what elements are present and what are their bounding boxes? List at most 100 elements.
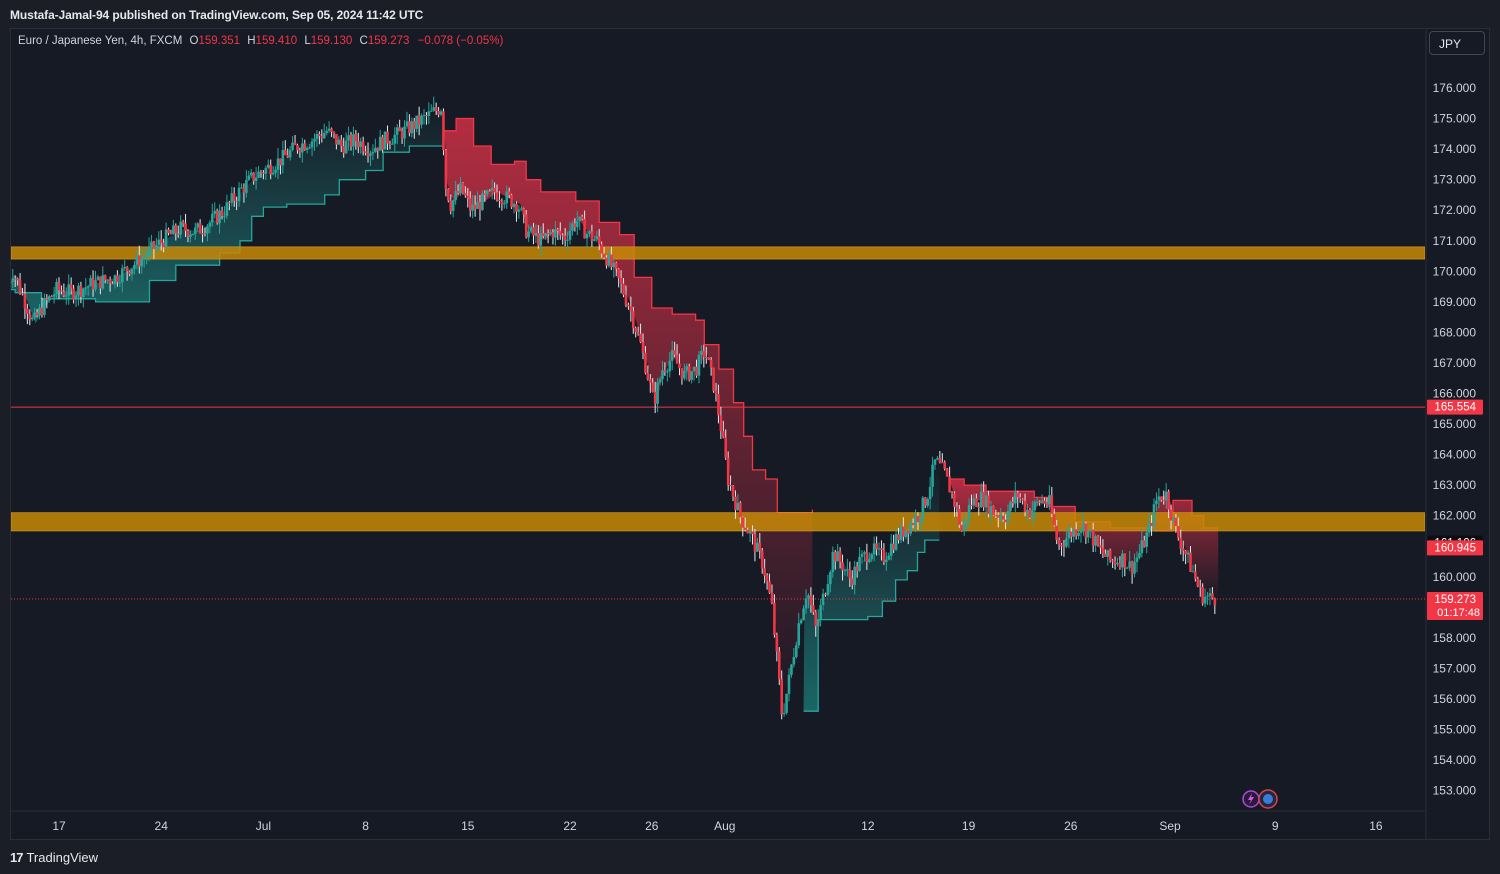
candle-body <box>425 115 428 117</box>
candle <box>471 195 474 219</box>
candle-body <box>610 254 613 268</box>
candle-body <box>147 247 151 256</box>
candle <box>67 274 71 305</box>
candle <box>388 140 392 150</box>
candle-body <box>301 143 304 153</box>
candle <box>1164 483 1168 509</box>
candle-body <box>614 262 618 269</box>
candle-body <box>775 634 779 652</box>
candle <box>539 226 543 257</box>
candle-body <box>911 523 915 526</box>
candle <box>962 512 966 536</box>
candle <box>751 525 754 545</box>
candle <box>381 134 384 153</box>
candle-body <box>585 233 589 239</box>
candle <box>94 270 97 292</box>
upper-resistance-zone[interactable] <box>11 246 1425 260</box>
candle-body <box>257 171 260 178</box>
candle-body <box>537 232 540 246</box>
candle-body <box>631 311 635 329</box>
candle <box>782 703 786 717</box>
candle-body <box>196 223 199 228</box>
candle-body <box>378 136 382 151</box>
candle <box>459 176 462 196</box>
symbol-name[interactable]: Euro / Japanese Yen, 4h, FXCM <box>18 35 183 47</box>
candle-body <box>712 367 715 391</box>
candle-body <box>349 135 353 147</box>
candle <box>585 230 589 249</box>
candle-body <box>634 328 637 333</box>
candle-body <box>1082 523 1085 530</box>
lower-support-zone[interactable] <box>11 512 1425 532</box>
candle-body <box>266 164 270 168</box>
candle <box>296 143 299 154</box>
candle <box>1191 564 1195 573</box>
candle <box>670 341 674 371</box>
candle <box>568 222 572 245</box>
candle <box>675 344 679 364</box>
candle <box>1157 488 1161 509</box>
candle-body <box>556 229 560 231</box>
candle-body <box>481 193 484 211</box>
candle <box>103 274 107 284</box>
candle-body <box>919 517 922 523</box>
candle-body <box>471 204 474 211</box>
candle-body <box>1079 529 1083 533</box>
candle <box>649 373 652 393</box>
candle-body <box>753 534 757 552</box>
currency-button[interactable]: JPY <box>1429 31 1485 55</box>
candle-body <box>123 266 126 269</box>
candle-body <box>578 216 582 222</box>
candle-body <box>310 141 314 148</box>
candle <box>507 187 511 199</box>
candle <box>493 182 496 200</box>
candle-body <box>797 623 801 646</box>
candle <box>982 481 985 511</box>
candle <box>47 294 51 303</box>
candle <box>274 166 277 178</box>
candle <box>729 475 732 491</box>
candle <box>960 521 964 532</box>
candle <box>614 261 618 277</box>
candle-body <box>1130 561 1134 574</box>
candle <box>722 420 725 439</box>
candle <box>880 540 883 561</box>
candle-body <box>357 141 360 148</box>
candle-body <box>945 468 949 477</box>
candle <box>1018 493 1022 503</box>
candle-body <box>427 111 431 116</box>
candle <box>1006 504 1010 525</box>
candle <box>330 127 333 137</box>
candle <box>228 200 231 211</box>
candle <box>668 351 672 378</box>
candle-body <box>576 221 579 228</box>
candle-body <box>1140 540 1144 554</box>
time-axis[interactable]: 17 24 Jul 8 15 22 26 Aug 12 19 26 Sep 9 16 <box>11 810 1425 833</box>
candle <box>500 198 504 211</box>
price-axis[interactable]: 153.000 154.000 155.000 156.000 157.000 158.0… <box>1427 81 1483 798</box>
candle-body <box>831 551 835 573</box>
footer-brand[interactable]: 17 TradingView <box>10 848 98 866</box>
candle <box>921 495 925 524</box>
candle <box>838 547 842 569</box>
candle <box>1174 513 1178 533</box>
candle-body <box>94 280 97 290</box>
candle-body <box>1155 500 1158 505</box>
candle-body <box>902 526 905 537</box>
candle-body <box>135 255 139 265</box>
candle-body <box>936 458 939 460</box>
candle <box>232 187 236 207</box>
candle <box>950 490 954 499</box>
candle <box>1167 489 1170 518</box>
candle-body <box>551 232 555 238</box>
event-icons[interactable] <box>1242 789 1278 809</box>
chart-area[interactable] <box>10 28 1490 840</box>
candle <box>74 291 78 307</box>
candle <box>848 561 852 587</box>
candle <box>882 543 886 565</box>
candle-body <box>339 139 343 147</box>
candle-body <box>651 382 655 392</box>
candle <box>391 138 394 145</box>
candle-body <box>1133 562 1136 574</box>
